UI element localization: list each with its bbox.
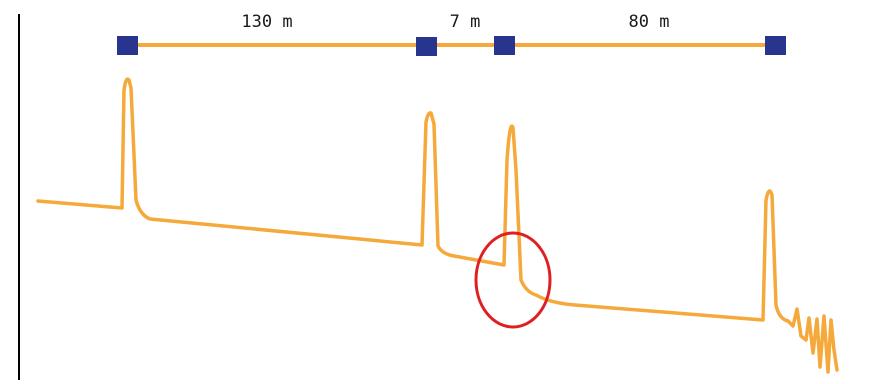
otdr-trace bbox=[36, 77, 839, 374]
connector-3-icon bbox=[494, 36, 515, 55]
segment-label-1: 130 m bbox=[241, 12, 293, 32]
highlight-circle bbox=[474, 231, 552, 329]
connector-2-icon bbox=[416, 37, 437, 56]
connector-4-icon bbox=[765, 36, 786, 55]
segment-label-3: 80 m bbox=[628, 12, 670, 32]
connector-1-icon bbox=[117, 36, 138, 55]
segment-label-2: 7 m bbox=[449, 12, 481, 32]
